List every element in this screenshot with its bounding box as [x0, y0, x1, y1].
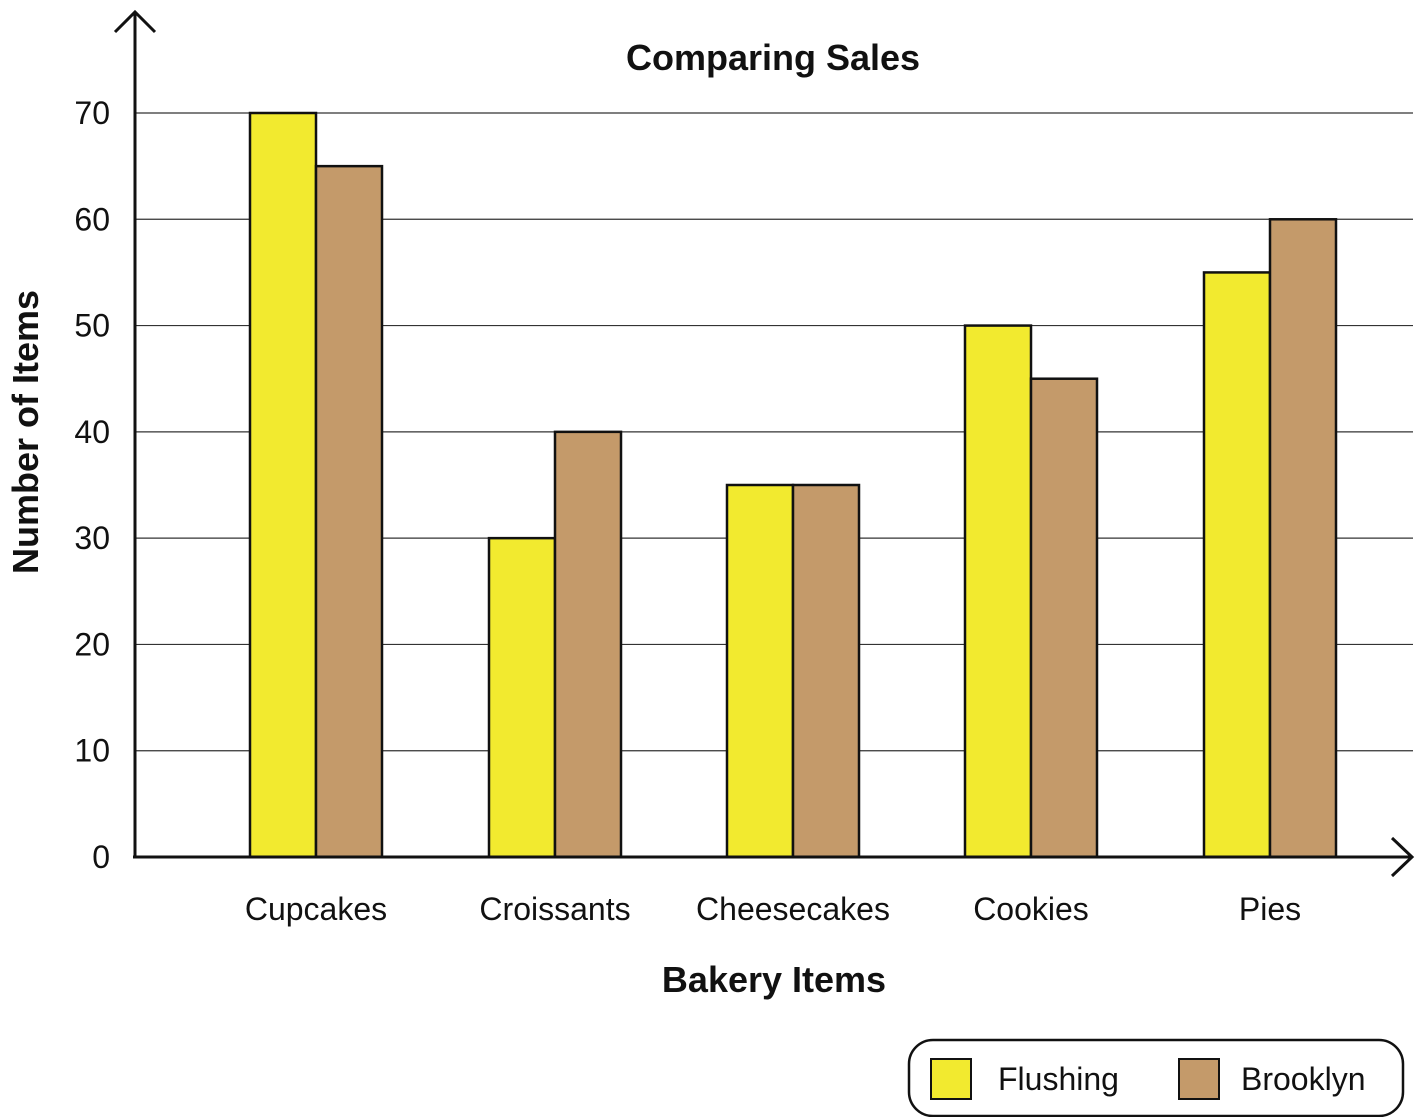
x-tick-label-cupcakes: Cupcakes: [245, 891, 387, 927]
bar-brooklyn-pies: [1268, 218, 1338, 859]
y-axis-arrowhead: [113, 9, 157, 34]
bar-brooklyn-cupcakes: [314, 164, 384, 859]
x-axis-title: Bakery Items: [662, 959, 886, 1000]
legend-label-brooklyn: Brooklyn: [1241, 1061, 1366, 1097]
legend-label-flushing: Flushing: [998, 1061, 1119, 1097]
bar-brooklyn-cookies: [1029, 377, 1099, 859]
legend-swatch-flushing: [930, 1058, 972, 1100]
y-tick-label: 60: [74, 201, 110, 237]
bar-flushing-cookies: [963, 324, 1033, 859]
y-tick-label: 20: [74, 626, 110, 662]
x-category-labels: Cupcakes Croissants Cheesecakes Cookies Pies: [245, 891, 1301, 927]
chart-title: Comparing Sales: [626, 37, 920, 78]
legend-swatch-brooklyn: [1178, 1058, 1220, 1100]
y-tick-label: 10: [74, 733, 110, 769]
y-tick-label: 30: [74, 520, 110, 556]
bar-flushing-croissants: [487, 536, 557, 859]
x-axis-arrowhead: [1390, 836, 1415, 878]
bar-flushing-pies: [1202, 271, 1272, 859]
y-tick-label: 0: [92, 839, 110, 875]
y-tick-label: 40: [74, 414, 110, 450]
bar-brooklyn-cheesecakes: [791, 483, 861, 859]
y-tick-labels: 0 10 20 30 40 50 60 70: [74, 95, 110, 875]
legend: Flushing Brooklyn: [907, 1038, 1405, 1117]
y-tick-label: 70: [74, 95, 110, 131]
x-tick-label-cookies: Cookies: [973, 891, 1089, 927]
bar-flushing-cupcakes: [248, 111, 318, 859]
bar-brooklyn-croissants: [553, 430, 623, 859]
y-axis-title: Number of Items: [5, 290, 46, 574]
x-tick-label-cheesecakes: Cheesecakes: [696, 891, 890, 927]
y-tick-label: 50: [74, 308, 110, 344]
x-tick-label-croissants: Croissants: [479, 891, 630, 927]
x-tick-label-pies: Pies: [1239, 891, 1301, 927]
legend-box: [907, 1038, 1405, 1117]
bars: [248, 111, 1338, 859]
bar-flushing-cheesecakes: [725, 483, 795, 859]
